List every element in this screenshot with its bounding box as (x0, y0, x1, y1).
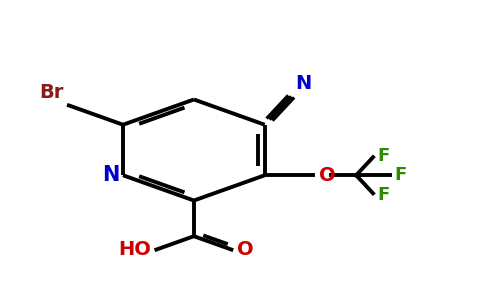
Text: N: N (102, 165, 120, 185)
Text: F: F (394, 166, 407, 184)
Text: O: O (318, 166, 335, 185)
Text: Br: Br (40, 83, 64, 102)
Text: F: F (378, 186, 390, 204)
Text: O: O (237, 240, 254, 259)
Text: F: F (378, 147, 390, 165)
Text: HO: HO (119, 240, 151, 259)
Text: N: N (295, 74, 311, 93)
